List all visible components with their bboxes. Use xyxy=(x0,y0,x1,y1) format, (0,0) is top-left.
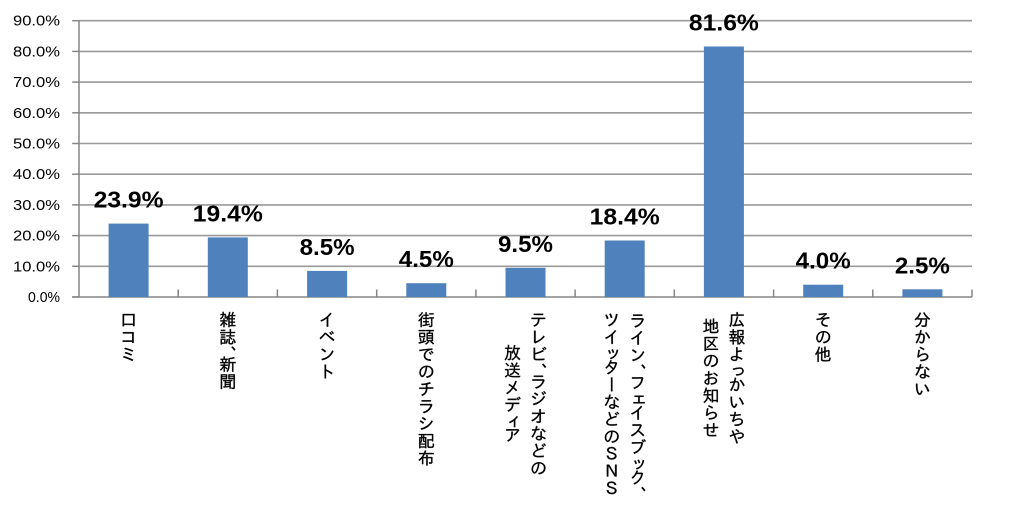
svg-text:18.4%: 18.4% xyxy=(590,204,660,230)
svg-text:4.5%: 4.5% xyxy=(399,246,454,272)
svg-text:23.9%: 23.9% xyxy=(94,187,164,213)
svg-text:30.0%: 30.0% xyxy=(13,197,60,214)
svg-text:10.0%: 10.0% xyxy=(13,258,60,275)
svg-text:60.0%: 60.0% xyxy=(13,105,60,122)
svg-text:70.0%: 70.0% xyxy=(13,74,60,91)
svg-text:80.0%: 80.0% xyxy=(13,43,60,60)
svg-text:90.0%: 90.0% xyxy=(13,13,60,30)
svg-text:2.5%: 2.5% xyxy=(895,252,950,278)
svg-text:4.0%: 4.0% xyxy=(796,248,851,274)
svg-text:20.0%: 20.0% xyxy=(13,228,60,245)
svg-text:40.0%: 40.0% xyxy=(13,166,60,183)
svg-text:9.5%: 9.5% xyxy=(498,231,553,257)
svg-text:0.0%: 0.0% xyxy=(28,289,60,306)
svg-text:50.0%: 50.0% xyxy=(13,136,60,153)
svg-text:81.6%: 81.6% xyxy=(689,10,759,36)
svg-text:19.4%: 19.4% xyxy=(193,200,263,226)
svg-text:8.5%: 8.5% xyxy=(300,234,355,260)
